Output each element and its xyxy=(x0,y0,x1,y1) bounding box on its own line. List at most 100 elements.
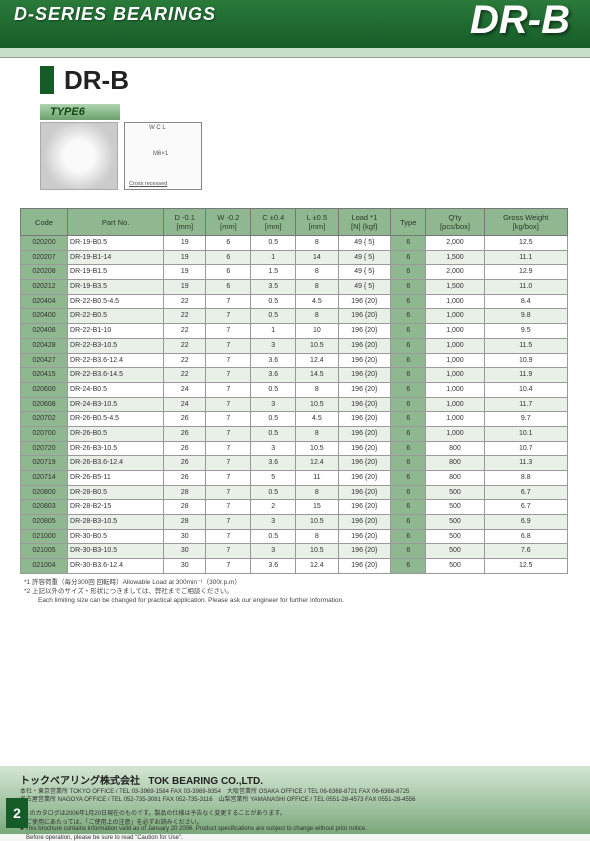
table-cell: 10.5 xyxy=(296,397,338,412)
table-cell: 19 xyxy=(164,280,206,295)
table-cell: 11.5 xyxy=(484,338,568,353)
table-cell: 800 xyxy=(426,471,484,486)
table-cell: 6 xyxy=(391,559,426,574)
table-cell: 0.5 xyxy=(251,382,296,397)
table-cell: 1,000 xyxy=(426,353,484,368)
table-cell: 10.5 xyxy=(296,515,338,530)
table-cell: DR-28-B2-15 xyxy=(68,500,164,515)
table-row: 020803DR-28-B2-15287215196 {20}65006.7 xyxy=(21,500,568,515)
footnotes: *1 許容荷重（毎分300回 回転時）Allowable Load at 300… xyxy=(24,578,566,605)
table-cell: 500 xyxy=(426,500,484,515)
table-cell: 7 xyxy=(206,324,251,339)
table-cell: 6 xyxy=(391,397,426,412)
table-cell: 28 xyxy=(164,485,206,500)
table-cell: 3.6 xyxy=(251,456,296,471)
diagram-letters: W C L xyxy=(149,125,166,131)
table-cell: 8.4 xyxy=(484,294,568,309)
note-2: *2 上記以外のサイズ・形状につきましては、弊社までご相談ください。 xyxy=(24,587,566,596)
table-cell: 6 xyxy=(206,250,251,265)
table-cell: 6 xyxy=(391,294,426,309)
table-row: 020415DR-22-B3.6-14.52273.614.5196 {20}6… xyxy=(21,368,568,383)
table-cell: 3.6 xyxy=(251,559,296,574)
type-section: TYPE6 W C L xyxy=(40,104,590,190)
table-cell: 800 xyxy=(426,441,484,456)
table-cell: 10 xyxy=(296,324,338,339)
table-cell: DR-30-B3.6-12.4 xyxy=(68,559,164,574)
table-cell: 8 xyxy=(296,265,338,280)
type-diagram: W C L xyxy=(124,122,202,190)
table-cell: 6 xyxy=(206,280,251,295)
offices: 本社・東京営業所 TOKYO OFFICE / TEL 03-3969-1584… xyxy=(20,789,570,805)
table-cell: 19 xyxy=(164,265,206,280)
table-cell: 7 xyxy=(206,456,251,471)
table-cell: 020608 xyxy=(21,397,68,412)
table-cell: 500 xyxy=(426,559,484,574)
table-cell: 28 xyxy=(164,515,206,530)
table-cell: 11.9 xyxy=(484,368,568,383)
table-cell: 196 {20} xyxy=(338,412,391,427)
table-cell: 10.5 xyxy=(296,544,338,559)
table-cell: 020600 xyxy=(21,382,68,397)
table-cell: 30 xyxy=(164,559,206,574)
sub-band xyxy=(0,48,590,58)
table-cell: 500 xyxy=(426,485,484,500)
table-cell: 26 xyxy=(164,412,206,427)
table-row: 020700DR-26-B0.52670.58196 {20}61,00010.… xyxy=(21,426,568,441)
table-cell: 196 {20} xyxy=(338,485,391,500)
table-cell: 9.7 xyxy=(484,412,568,427)
table-row: 020208DR-19-B1.51961.5849 { 5}62,00012.9 xyxy=(21,265,568,280)
company-jp: トックベアリング株式会社 xyxy=(20,776,140,787)
table-cell: 30 xyxy=(164,529,206,544)
table-cell: 6.8 xyxy=(484,529,568,544)
table-cell: 12.4 xyxy=(296,353,338,368)
table-cell: DR-22-B0.5-4.5 xyxy=(68,294,164,309)
table-cell: 3 xyxy=(251,515,296,530)
company-name: トックベアリング株式会社 TOK BEARING CO.,LTD. xyxy=(20,772,570,787)
table-row: 020427DR-22-B3.6-12.42273.612.4196 {20}6… xyxy=(21,353,568,368)
table-cell: 9.5 xyxy=(484,324,568,339)
table-cell: 1,000 xyxy=(426,412,484,427)
table-cell: 6 xyxy=(206,265,251,280)
table-row: 020720DR-26-B3-10.5267310.5196 {20}68001… xyxy=(21,441,568,456)
table-row: 020714DR-26-B5-11267511196 {20}68008.8 xyxy=(21,471,568,486)
table-row: 020702DR-26-B0.5-4.52670.54.5196 {20}61,… xyxy=(21,412,568,427)
table-cell: 3.5 xyxy=(251,280,296,295)
table-cell: 6 xyxy=(391,412,426,427)
table-cell: 196 {20} xyxy=(338,515,391,530)
table-cell: 7 xyxy=(206,294,251,309)
table-cell: 7 xyxy=(206,471,251,486)
table-cell: 10.7 xyxy=(484,441,568,456)
table-cell: 22 xyxy=(164,324,206,339)
table-cell: 6 xyxy=(391,529,426,544)
table-cell: DR-22-B1-10 xyxy=(68,324,164,339)
table-cell: 1,000 xyxy=(426,309,484,324)
table-cell: 19 xyxy=(164,236,206,251)
table-cell: 6 xyxy=(391,485,426,500)
table-cell: 020200 xyxy=(21,236,68,251)
table-cell: 2,000 xyxy=(426,265,484,280)
table-cell: 8 xyxy=(296,280,338,295)
company-en: TOK BEARING CO.,LTD. xyxy=(148,776,263,787)
table-cell: 6 xyxy=(391,324,426,339)
table-row: 020805DR-28-B3-10.5287310.5196 {20}65006… xyxy=(21,515,568,530)
table-cell: 196 {20} xyxy=(338,544,391,559)
table-cell: 3.6 xyxy=(251,353,296,368)
table-cell: 15 xyxy=(296,500,338,515)
table-cell: 26 xyxy=(164,426,206,441)
table-cell: 196 {20} xyxy=(338,559,391,574)
table-cell: 8.8 xyxy=(484,471,568,486)
table-row: 020212DR-19-B3.51963.5849 { 5}61,50011.0 xyxy=(21,280,568,295)
table-cell: 11.3 xyxy=(484,456,568,471)
table-cell: 500 xyxy=(426,515,484,530)
page-number: 2 xyxy=(6,798,28,828)
table-cell: 26 xyxy=(164,471,206,486)
table-cell: 6 xyxy=(391,353,426,368)
table-cell: 196 {20} xyxy=(338,309,391,324)
spec-table: CodePart No.D -0.1 [mm]W -0.2 [mm]C ±0.4… xyxy=(20,208,568,574)
table-cell: 196 {20} xyxy=(338,324,391,339)
table-cell: 196 {20} xyxy=(338,294,391,309)
table-cell: 1,000 xyxy=(426,382,484,397)
table-cell: 196 {20} xyxy=(338,382,391,397)
type-photo xyxy=(40,122,118,190)
table-cell: 49 { 5} xyxy=(338,236,391,251)
